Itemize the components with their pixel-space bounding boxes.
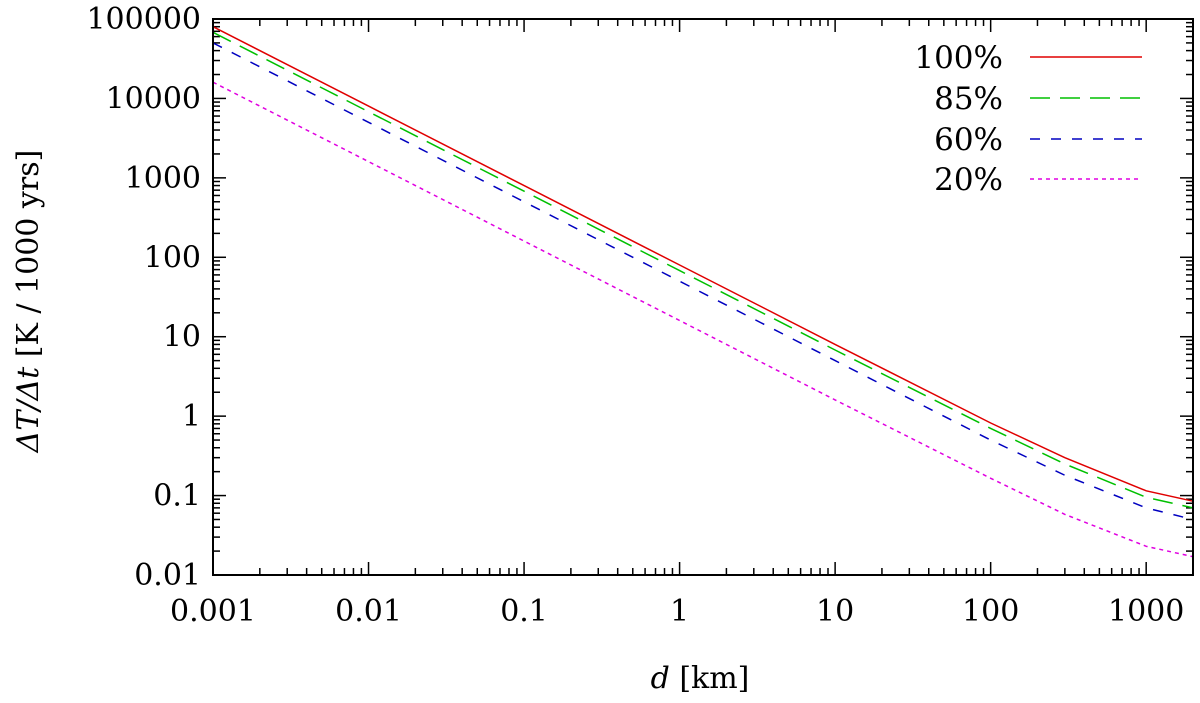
- y-tick-label: 0.01: [134, 558, 201, 593]
- legend-label: 20%: [934, 162, 1003, 198]
- x-tick-label: 0.01: [335, 594, 402, 629]
- x-tick-label: 10: [816, 594, 854, 629]
- y-axis-variable: ΔT/Δt: [11, 366, 46, 453]
- y-tick-label: 0.1: [153, 479, 201, 514]
- x-tick-label: 0.1: [500, 594, 548, 629]
- y-tick-label: 1000: [125, 161, 201, 196]
- x-tick-label: 0.001: [170, 594, 256, 629]
- y-tick-label: 10: [163, 320, 201, 355]
- y-tick-label: 100: [144, 240, 201, 275]
- series-line-2: [212, 31, 1194, 509]
- x-axis-variable: d: [651, 661, 670, 696]
- x-axis-label: d [km]: [651, 661, 750, 696]
- y-axis-label: ΔT/Δt [K / 1000 yrs]: [11, 150, 46, 454]
- legend-label: 100%: [914, 40, 1003, 76]
- x-tick-label: 1: [670, 594, 689, 629]
- y-axis-unit: [K / 1000 yrs]: [11, 150, 46, 367]
- series-line-3: [212, 42, 1194, 521]
- series-lines: [212, 26, 1194, 558]
- legend-label: 60%: [934, 122, 1003, 158]
- x-tick-label: 100: [962, 594, 1019, 629]
- y-tick-label: 100000: [86, 2, 201, 37]
- series-line-1: [212, 26, 1194, 502]
- y-tick-label: 10000: [106, 81, 201, 116]
- x-axis-unit: [km]: [670, 661, 750, 696]
- series-line-4: [212, 81, 1194, 558]
- x-tick-label: 1000: [1108, 594, 1184, 629]
- legend: 100% 85% 60% 20%: [914, 40, 1142, 198]
- legend-label: 85%: [934, 81, 1003, 117]
- axes: 0.001 0.01 0.1 1 10 100 10000.010.111010010001…: [86, 2, 1194, 629]
- plot-frame: [212, 18, 1194, 576]
- y-tick-label: 1: [182, 399, 201, 434]
